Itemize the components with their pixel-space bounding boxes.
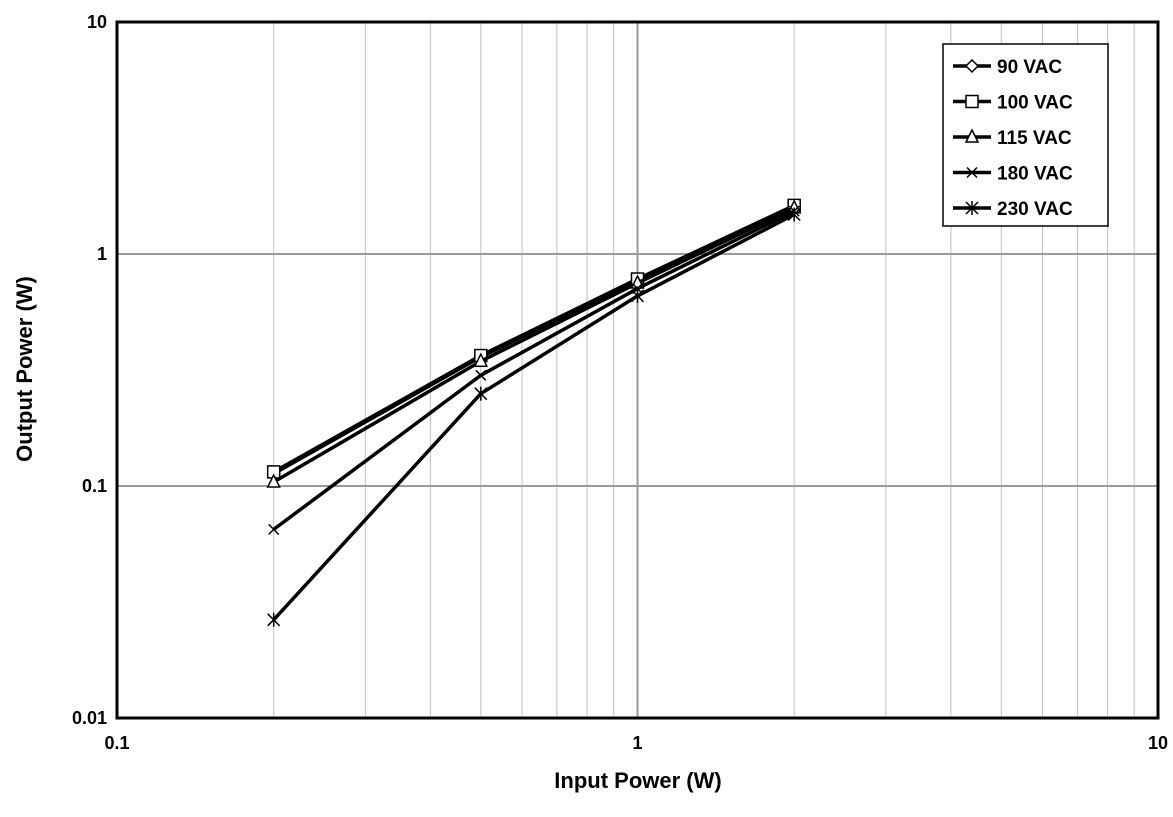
x-tick-label: 0.1 <box>104 733 129 753</box>
data-point <box>268 523 280 535</box>
legend-label: 180 VAC <box>997 164 1073 185</box>
legend-entry: 100 VAC <box>953 93 1073 114</box>
series-layer <box>266 198 802 627</box>
series-line <box>272 212 796 621</box>
x-axis-title: Input Power (W) <box>554 768 721 793</box>
x-tick-label: 1 <box>632 733 642 753</box>
y-tick-label: 0.1 <box>82 476 107 496</box>
legend-label: 115 VAC <box>997 128 1072 149</box>
tick-labels: 0.1 1 10 0.01 0.1 1 10 <box>72 12 1168 753</box>
legend-entry: 90 VAC <box>953 57 1062 78</box>
data-point <box>630 288 645 303</box>
legend-entry: 230 VAC <box>953 199 1073 220</box>
x-tick-label: 10 <box>1148 733 1168 753</box>
series-line <box>272 209 795 531</box>
legend-swatch-marker <box>966 166 978 179</box>
legend-label: 230 VAC <box>997 199 1073 220</box>
legend-swatch-marker <box>964 58 980 74</box>
data-point <box>474 386 488 401</box>
data-point <box>787 207 801 222</box>
legend-swatch-marker <box>965 94 979 109</box>
data-point <box>473 352 489 367</box>
data-point <box>266 473 281 488</box>
plot-area-border <box>115 20 1160 720</box>
y-tick-label: 0.01 <box>72 708 107 728</box>
y-axis-title: Output Power (W) <box>12 276 37 462</box>
legend: 90 VAC 100 VAC 115 VAC 180 VAC 230 VAC <box>942 43 1109 227</box>
series-line <box>272 206 795 484</box>
legend-label: 90 VAC <box>997 57 1062 78</box>
data-point <box>267 612 281 627</box>
series-line <box>272 203 795 474</box>
series-5 <box>267 207 801 627</box>
legend-swatch-marker <box>964 128 980 143</box>
legend-label: 100 VAC <box>997 93 1073 114</box>
legend-swatch-marker <box>965 201 979 215</box>
series-2 <box>266 198 801 479</box>
data-point <box>475 369 487 381</box>
legend-entry: 180 VAC <box>953 164 1073 185</box>
y-tick-label: 10 <box>87 12 107 32</box>
y-tick-label: 1 <box>97 244 107 264</box>
legend-entry: 115 VAC <box>953 128 1072 149</box>
